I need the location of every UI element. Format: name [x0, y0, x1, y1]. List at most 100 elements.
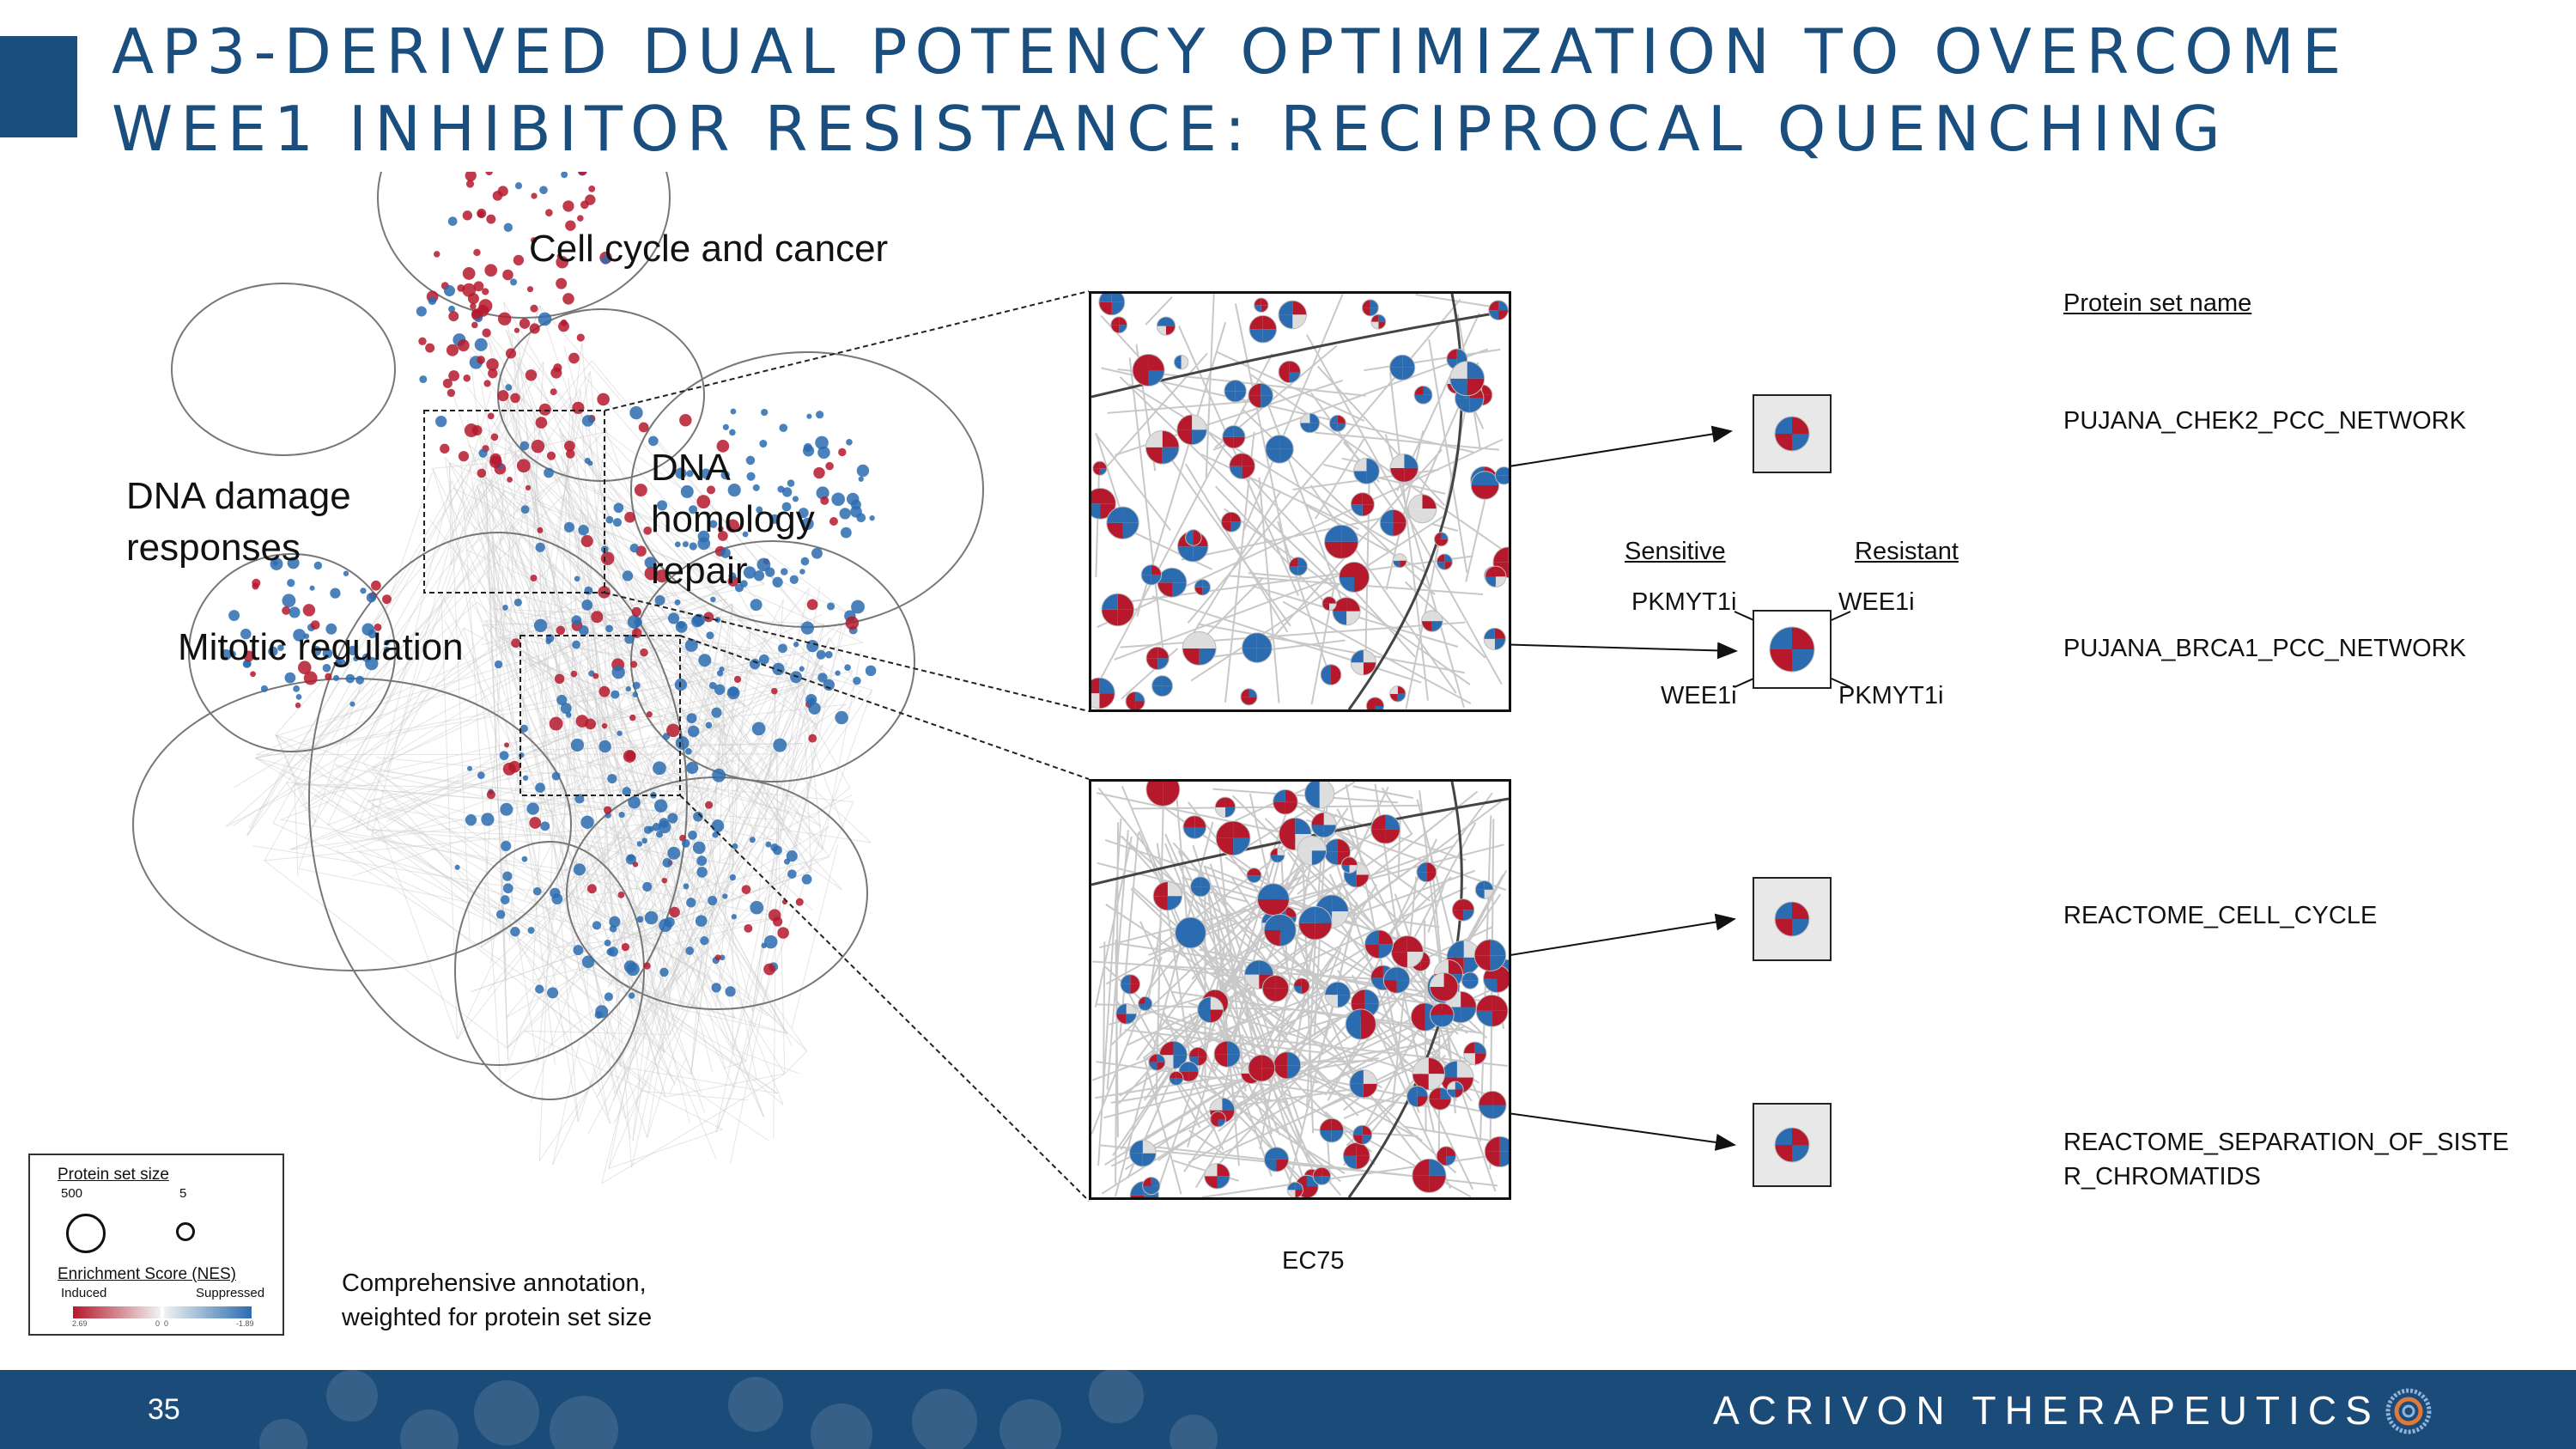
network-node: [486, 214, 496, 224]
protein-set-node: [1324, 981, 1352, 1008]
network-node: [448, 305, 456, 313]
network-edge: [1157, 1087, 1265, 1161]
protein-set-node: [1407, 494, 1437, 524]
network-edge: [1145, 296, 1173, 326]
network-node: [335, 659, 343, 667]
network-edge: [561, 509, 581, 873]
protein-set-node: [1473, 939, 1507, 972]
network-edge: [449, 462, 765, 1118]
network-node: [800, 621, 814, 635]
protein-set-name: R_CHROMATIDS: [2063, 1163, 2261, 1190]
network-edge: [497, 367, 797, 849]
network-edge: [1187, 801, 1326, 977]
network-node: [643, 527, 653, 535]
network-node: [787, 869, 797, 879]
network-edge: [1232, 926, 1493, 1050]
network-edge: [352, 782, 637, 877]
network-node: [692, 841, 706, 855]
network-node: [714, 954, 721, 961]
network-node: [519, 441, 530, 451]
network-node: [666, 723, 680, 738]
network-edge: [1316, 365, 1445, 507]
network-node: [465, 814, 477, 826]
network-edge: [829, 637, 857, 684]
network-node: [628, 992, 635, 999]
network-edge: [1205, 294, 1215, 478]
network-edge: [584, 376, 765, 585]
network-edge: [1099, 843, 1504, 949]
network-node: [759, 440, 768, 448]
network-node: [485, 172, 493, 176]
pie-box-brca1: [1753, 610, 1832, 689]
network-edge: [704, 831, 753, 1012]
slide-title-line-2: WEE1 INHIBITOR RESISTANCE: RECIPROCAL QU…: [112, 93, 2228, 165]
network-node: [846, 439, 853, 446]
protein-set-header: Protein set name: [2063, 289, 2252, 317]
protein-set-node: [1249, 314, 1278, 344]
network-node: [781, 502, 792, 512]
network-node: [416, 306, 427, 317]
network-node: [823, 679, 835, 691]
network-node: [597, 393, 610, 406]
protein-set-node: [1769, 626, 1815, 673]
network-edge: [1374, 783, 1403, 962]
network-node: [503, 222, 513, 232]
network-node: [661, 877, 668, 884]
network-node: [556, 277, 568, 289]
network-node: [779, 423, 788, 432]
network-edge: [1218, 1020, 1352, 1164]
network-node: [644, 557, 657, 569]
network-node: [813, 466, 825, 479]
network-node: [667, 846, 681, 860]
protein-set-node: [1106, 506, 1139, 539]
network-node: [772, 576, 783, 588]
protein-set-node: [1182, 815, 1207, 839]
protein-set-node: [1210, 1111, 1226, 1128]
protein-set-node: [1288, 557, 1309, 576]
network-node: [600, 551, 615, 565]
protein-set-node: [1142, 1176, 1161, 1196]
network-edge: [505, 750, 578, 780]
protein-set-node: [1470, 471, 1500, 500]
network-node: [591, 611, 604, 624]
network-edge: [1187, 828, 1285, 1148]
network-node: [519, 318, 531, 329]
legend-suppressed: Suppressed: [196, 1286, 265, 1300]
network-node: [667, 612, 680, 624]
network-node: [268, 646, 278, 657]
network-node: [662, 857, 672, 868]
label-line: homology: [651, 498, 815, 540]
protein-set-node: [1261, 975, 1290, 1002]
network-edge: [440, 305, 541, 594]
network-edge: [450, 533, 477, 565]
network-node: [722, 893, 728, 899]
network-edge: [1215, 485, 1339, 617]
protein-set-node: [1140, 564, 1163, 586]
tick-label: 0: [155, 1319, 161, 1328]
network-node: [825, 461, 834, 471]
protein-set-node: [1188, 1046, 1208, 1067]
network-node: [727, 484, 741, 497]
network-edge: [601, 817, 692, 1184]
network-node: [689, 542, 697, 551]
network-node: [798, 508, 809, 519]
network-node: [494, 660, 503, 669]
network-edge: [524, 617, 804, 685]
network-node: [675, 620, 688, 633]
network-edge: [559, 849, 775, 1020]
network-edge: [255, 758, 747, 1062]
network-edge: [367, 829, 722, 842]
network-node: [465, 180, 475, 188]
network-edge: [561, 454, 569, 472]
network-node: [293, 685, 301, 692]
network-node: [499, 751, 509, 761]
network-edge: [1184, 463, 1289, 633]
network-edge: [289, 494, 564, 773]
network-edge: [745, 586, 821, 1062]
network-node: [761, 408, 769, 417]
network-node: [607, 773, 617, 784]
network-edge: [507, 840, 722, 1049]
network-edge: [562, 433, 751, 633]
network-node: [612, 518, 623, 527]
network-node: [709, 681, 717, 690]
